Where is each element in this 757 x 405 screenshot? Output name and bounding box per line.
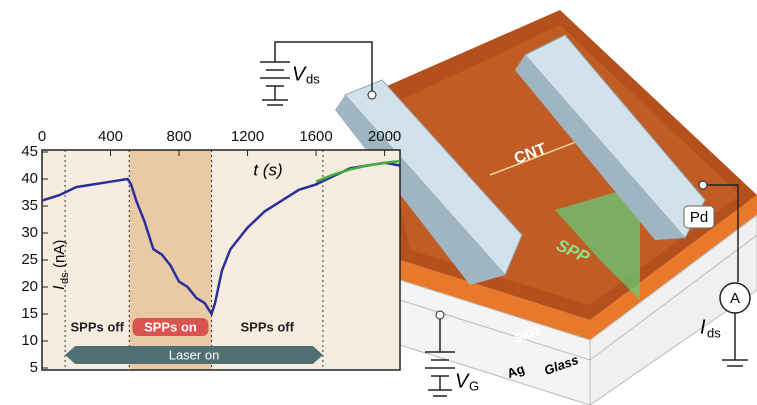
ammeter-label: A [730, 290, 740, 307]
vds-sub: ds [306, 71, 320, 86]
x-tick-label: 1600 [299, 128, 332, 145]
ids-sub: ds [707, 325, 721, 340]
y-label-unit: (nA) [51, 240, 68, 268]
laser-label: Laser on [169, 347, 220, 362]
y-label-main: I [51, 285, 68, 290]
region-label: SPPs on [144, 319, 197, 334]
region-label: SPPs off [71, 319, 125, 334]
vg-sub: G [469, 378, 479, 393]
y-tick-label: 10 [21, 332, 38, 349]
ids-label: I [700, 316, 706, 338]
plot: SPPs off SPPs on SPPs off Laser on 5 10 15 20 25… [21, 128, 401, 376]
x-tick-label: 400 [98, 128, 123, 145]
y-tick-label: 15 [21, 305, 38, 322]
x-tick-label: 1200 [231, 128, 264, 145]
region [212, 150, 323, 370]
y-tick-label: 5 [30, 359, 38, 376]
vg-label: V [455, 370, 470, 392]
pd-label: Pd [690, 209, 708, 226]
vds-label: V [292, 63, 307, 85]
y-tick-label: 30 [21, 224, 38, 241]
y-tick-label: 40 [21, 170, 38, 187]
x-tick-label: 800 [167, 128, 192, 145]
y-tick-label: 35 [21, 197, 38, 214]
y-tick-label: 45 [21, 143, 38, 160]
x-axis-label: t (s) [253, 160, 282, 179]
y-label-sub: ds [59, 272, 71, 284]
y-tick-label: 20 [21, 278, 38, 295]
y-tick-label: 25 [21, 251, 38, 268]
x-tick-label: 2000 [368, 128, 401, 145]
region [129, 150, 211, 370]
x-tick-label: 0 [38, 128, 46, 145]
region-label: SPPs off [241, 319, 295, 334]
figure: V ds V G I ds A CNT SPP Pd SiO2 Ag Glass… [0, 0, 757, 405]
